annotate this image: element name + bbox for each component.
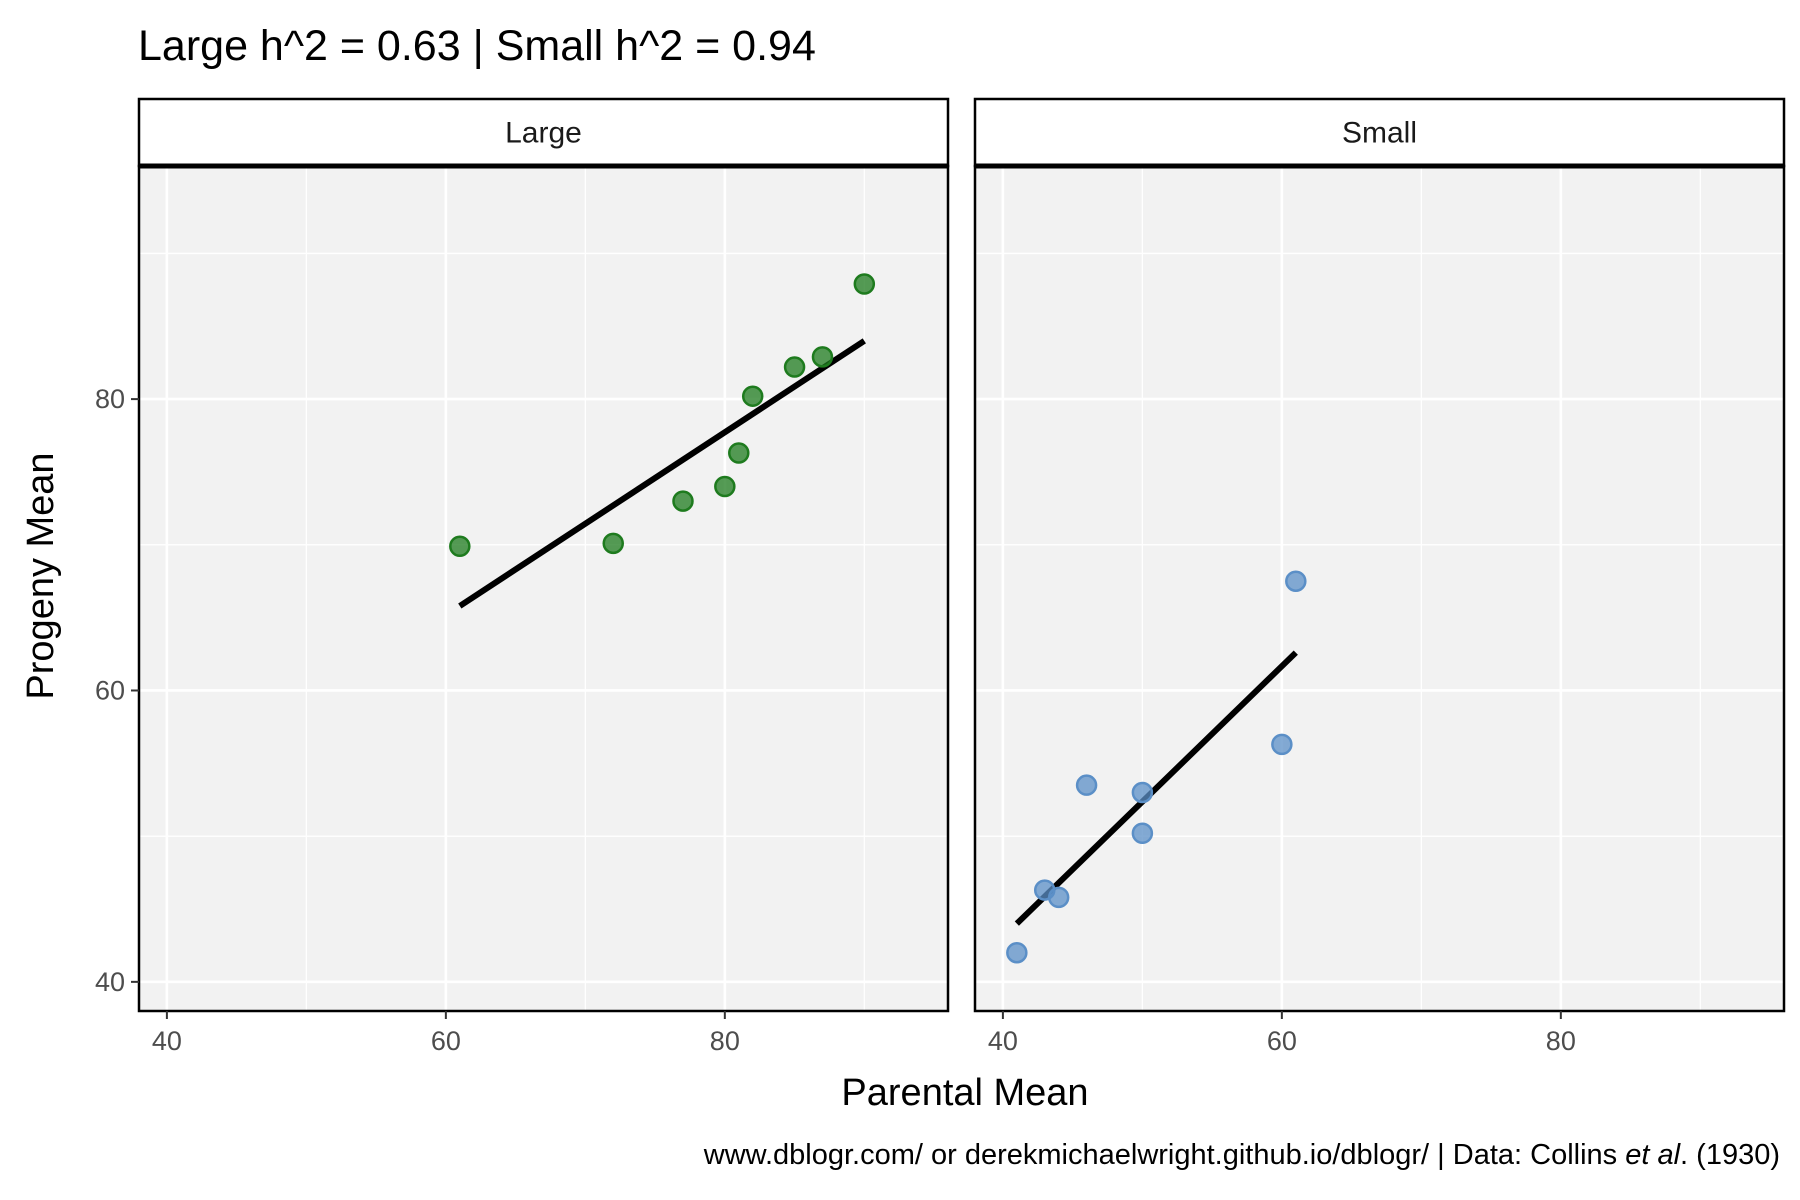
points-large <box>449 273 876 557</box>
data-point <box>1285 570 1307 592</box>
data-point <box>741 385 764 407</box>
panels: Large 40 60 80 40 60 80 Small 40 60 80 <box>95 97 1786 1056</box>
x-tick-label: 80 <box>710 1026 740 1056</box>
panel-large: Large 40 60 80 40 60 80 <box>95 97 950 1056</box>
data-point <box>1131 781 1154 804</box>
data-point <box>672 490 694 512</box>
plot-background-small <box>975 166 1784 1011</box>
fit-line-large <box>458 338 866 609</box>
chart-title: Large h^2 = 0.63 | Small h^2 = 0.94 <box>138 22 816 70</box>
x-tick-label: 60 <box>1267 1026 1297 1056</box>
data-point <box>728 442 750 464</box>
strip-large <box>137 97 950 168</box>
y-tick-label: 80 <box>95 384 125 414</box>
strip-label-small: Small <box>1342 117 1417 150</box>
x-tick-label: 40 <box>152 1026 182 1056</box>
data-point <box>1271 733 1293 756</box>
data-point <box>1075 774 1098 796</box>
caption: www.dblogr.com/ or derekmichaelwright.gi… <box>703 1139 1780 1171</box>
x-tick-label: 60 <box>431 1026 461 1056</box>
data-point <box>811 346 834 368</box>
x-axis-title: Parental Mean <box>841 1072 1088 1114</box>
x-tick-label: 40 <box>988 1026 1018 1056</box>
data-point <box>449 535 471 557</box>
panel-small: Small 40 60 80 <box>973 97 1786 1056</box>
fit-line-small <box>1014 650 1298 926</box>
gridlines-large <box>139 166 948 1011</box>
y-axis-title: Progeny Mean <box>20 452 62 699</box>
x-tick-label: 80 <box>1546 1026 1576 1056</box>
data-point <box>1131 822 1154 845</box>
plot-background-large <box>139 166 948 1011</box>
strip-small <box>973 97 1786 168</box>
data-point <box>714 475 736 498</box>
strip-label-large: Large <box>505 117 582 150</box>
data-point <box>1047 886 1070 909</box>
caption-prefix: www.dblogr.com/ or derekmichaelwright.gi… <box>703 1139 1625 1171</box>
data-point <box>602 532 624 555</box>
data-point <box>1006 941 1028 964</box>
points-small <box>1006 570 1307 964</box>
y-tick-label: 40 <box>95 967 125 997</box>
y-tick-label: 60 <box>95 675 125 705</box>
data-point <box>783 356 806 378</box>
data-point <box>853 273 876 295</box>
caption-suffix: . (1930) <box>1680 1139 1780 1171</box>
caption-italic: et al <box>1625 1139 1681 1171</box>
